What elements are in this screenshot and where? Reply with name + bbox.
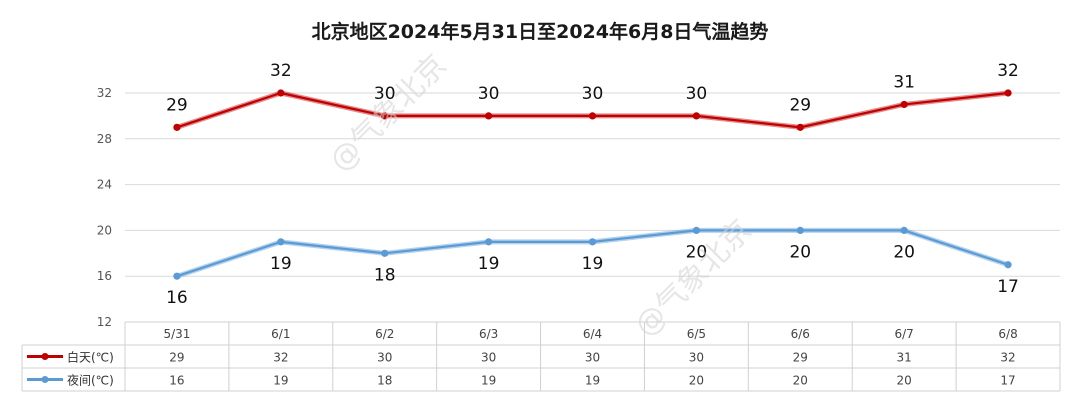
table-cell: 31 — [897, 351, 912, 365]
table-cell: 29 — [793, 351, 808, 365]
chart-title: 北京地区2024年5月31日至2024年6月8日气温趋势 — [312, 20, 769, 43]
data-point — [692, 226, 700, 234]
data-point — [485, 238, 493, 246]
legend-marker-key — [41, 353, 49, 360]
x-tick-label: 6/6 — [791, 327, 810, 341]
legend-label: 夜间(℃) — [67, 373, 114, 388]
data-point — [692, 112, 700, 120]
data-point — [277, 238, 285, 246]
x-tick-label: 6/5 — [687, 327, 706, 341]
y-tick-label: 28 — [97, 132, 112, 146]
data-label: 30 — [374, 84, 396, 104]
legend-label: 白天(℃) — [67, 350, 114, 365]
x-tick-label: 5/31 — [163, 327, 190, 341]
data-label: 30 — [686, 84, 708, 104]
data-point — [796, 123, 804, 131]
y-axis-ticks: 12 16 20 24 28 32 — [97, 86, 112, 329]
table-cell: 29 — [169, 351, 184, 365]
data-point — [173, 272, 181, 280]
x-tick-label: 6/2 — [375, 327, 394, 341]
data-label: 16 — [166, 288, 188, 308]
data-label: 20 — [686, 242, 708, 262]
table-cell: 18 — [377, 374, 392, 388]
table-cell: 19 — [481, 374, 496, 388]
data-point — [381, 112, 389, 120]
data-label: 17 — [997, 277, 1019, 297]
x-tick-label: 6/3 — [479, 327, 498, 341]
data-point — [588, 238, 597, 246]
table-cell: 30 — [377, 351, 392, 365]
y-tick-label: 20 — [97, 223, 112, 237]
data-point — [173, 123, 181, 131]
y-tick-label: 16 — [97, 269, 112, 283]
table-cell: 17 — [1000, 374, 1015, 388]
data-label: 20 — [789, 242, 811, 262]
data-point — [796, 226, 804, 234]
data-label: 19 — [478, 254, 500, 274]
data-point — [277, 89, 285, 97]
series-lines — [173, 89, 1012, 280]
data-point — [1004, 89, 1012, 97]
data-label: 31 — [893, 72, 915, 92]
table-cell: 20 — [689, 374, 704, 388]
data-label: 19 — [582, 254, 604, 274]
y-tick-label: 12 — [97, 315, 112, 329]
table-cell: 32 — [1000, 351, 1015, 365]
data-point — [381, 249, 389, 257]
y-tick-label: 32 — [97, 86, 112, 100]
legend-marker-key — [41, 376, 49, 383]
y-tick-label: 24 — [97, 178, 112, 192]
table-cell: 20 — [793, 374, 808, 388]
watermark: @气象北京 — [323, 48, 454, 179]
table-cell: 30 — [481, 351, 496, 365]
x-tick-label: 6/1 — [271, 327, 290, 341]
data-point — [588, 112, 597, 120]
data-point — [485, 112, 493, 120]
data-point — [900, 100, 908, 109]
table-cell: 19 — [273, 374, 288, 388]
data-label: 29 — [789, 95, 811, 115]
data-label: 18 — [374, 265, 396, 285]
table-cell: 19 — [585, 374, 600, 388]
x-tick-label: 6/8 — [998, 327, 1017, 341]
table-cell: 16 — [169, 374, 184, 388]
table-cell: 30 — [585, 351, 600, 365]
table-cell: 20 — [897, 374, 912, 388]
data-point — [1004, 261, 1012, 269]
data-point — [900, 226, 908, 234]
data-table: 5/31 6/1 6/2 6/3 6/4 6/5 6/6 6/7 6/8 白天(℃) 29 32 30 3… — [21, 321, 1061, 392]
data-label: 30 — [582, 84, 604, 104]
x-tick-label: 6/7 — [895, 327, 914, 341]
data-label: 30 — [478, 84, 500, 104]
x-tick-label: 6/4 — [583, 327, 602, 341]
table-cell: 32 — [273, 351, 288, 365]
data-label: 19 — [270, 254, 292, 274]
table-cell: 30 — [689, 351, 704, 365]
data-labels: 29 32 30 30 30 30 29 31 32 16 19 18 19 19 20 20 20 17 — [166, 61, 1019, 308]
data-label: 29 — [166, 95, 188, 115]
gridlines — [125, 92, 1060, 323]
data-label: 32 — [997, 61, 1019, 81]
data-label: 32 — [270, 61, 292, 81]
data-label: 20 — [893, 242, 915, 262]
